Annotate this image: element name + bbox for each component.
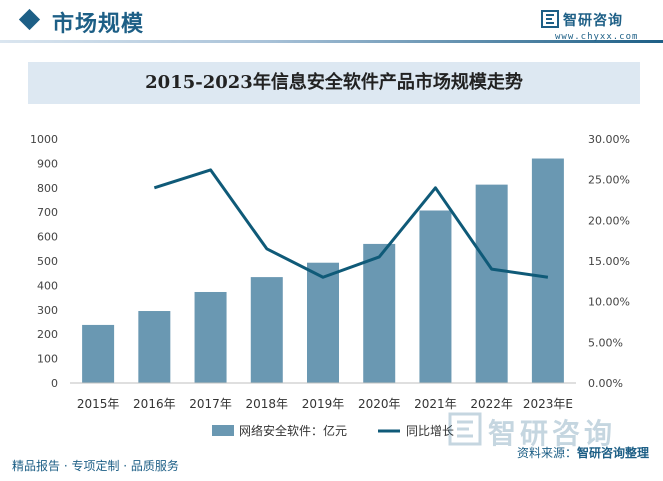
header: 市场规模 智研咨询 www.chyxx.com xyxy=(0,0,663,46)
x-tick-label: 2019年 xyxy=(302,397,345,411)
y-left-tick-label: 300 xyxy=(37,304,58,317)
y-right-tick-label: 15.00% xyxy=(588,255,630,268)
legend-label-bar: 网络安全软件：亿元 xyxy=(239,423,347,438)
y-left-tick-label: 0 xyxy=(51,377,58,390)
x-tick-label: 2018年 xyxy=(246,397,289,411)
y-left-tick-label: 200 xyxy=(37,328,58,341)
x-tick-label: 2015年 xyxy=(77,397,120,411)
y-left-tick-label: 900 xyxy=(37,157,58,170)
watermark-logo: 智研咨询 xyxy=(448,412,658,450)
x-tick-label: 2016年 xyxy=(133,397,176,411)
legend-label-line: 同比增长 xyxy=(406,424,454,438)
y-right-tick-label: 30.00% xyxy=(588,133,630,146)
bar xyxy=(363,243,396,383)
footer-source: 资料来源：智研咨询整理 xyxy=(517,444,649,461)
x-tick-label: 2023年E xyxy=(523,397,573,411)
x-tick-label: 2022年 xyxy=(470,397,513,411)
growth-line xyxy=(153,168,549,279)
bar xyxy=(307,262,339,383)
bar xyxy=(82,324,115,383)
brand-url[interactable]: www.chyxx.com xyxy=(555,32,639,42)
y-left-tick-label: 600 xyxy=(37,231,58,244)
source-prefix: 资料来源： xyxy=(516,446,577,460)
bar xyxy=(194,291,227,383)
brand-name: 智研咨询 xyxy=(563,13,623,29)
y-right-tick-label: 25.00% xyxy=(588,174,630,187)
chart-title: 2015-2023年信息安全软件产品市场规模走势 xyxy=(145,72,523,93)
watermark-logo-icon xyxy=(448,412,482,446)
chart-title-box: 2015-2023年信息安全软件产品市场规模走势 xyxy=(28,62,640,104)
y-right-tick-label: 10.00% xyxy=(588,296,630,309)
bar xyxy=(475,184,508,383)
y-left-tick-label: 400 xyxy=(37,279,58,292)
y-right-tick-label: 20.00% xyxy=(588,214,630,227)
brand-logo-icon xyxy=(541,10,559,28)
y-left-tick-label: 500 xyxy=(37,255,58,268)
watermark-text: 智研咨询 xyxy=(488,417,617,450)
bar xyxy=(250,277,283,383)
y-right-tick-label: 5.00% xyxy=(588,336,623,349)
y-left-tick-label: 800 xyxy=(37,182,58,195)
brand[interactable]: 智研咨询 www.chyxx.com xyxy=(541,10,651,44)
source-name: 智研咨询整理 xyxy=(576,446,649,460)
y-left-tick-label: 1000 xyxy=(30,133,58,146)
x-tick-label: 2021年 xyxy=(414,397,457,411)
footer-tagline: 精品报告 · 专项定制 · 品质服务 xyxy=(12,459,179,473)
x-tick-label: 2017年 xyxy=(189,397,232,411)
y-left-tick-label: 100 xyxy=(37,353,58,366)
x-tick-label: 2020年 xyxy=(358,397,401,411)
header-divider xyxy=(0,40,663,43)
bar xyxy=(419,210,452,383)
section-title: 市场规模 xyxy=(52,11,145,37)
bar xyxy=(531,158,564,383)
y-right-tick-label: 0.00% xyxy=(588,377,623,390)
bar xyxy=(138,311,171,383)
legend-swatch-bar xyxy=(212,425,234,436)
y-left-tick-label: 700 xyxy=(37,206,58,219)
